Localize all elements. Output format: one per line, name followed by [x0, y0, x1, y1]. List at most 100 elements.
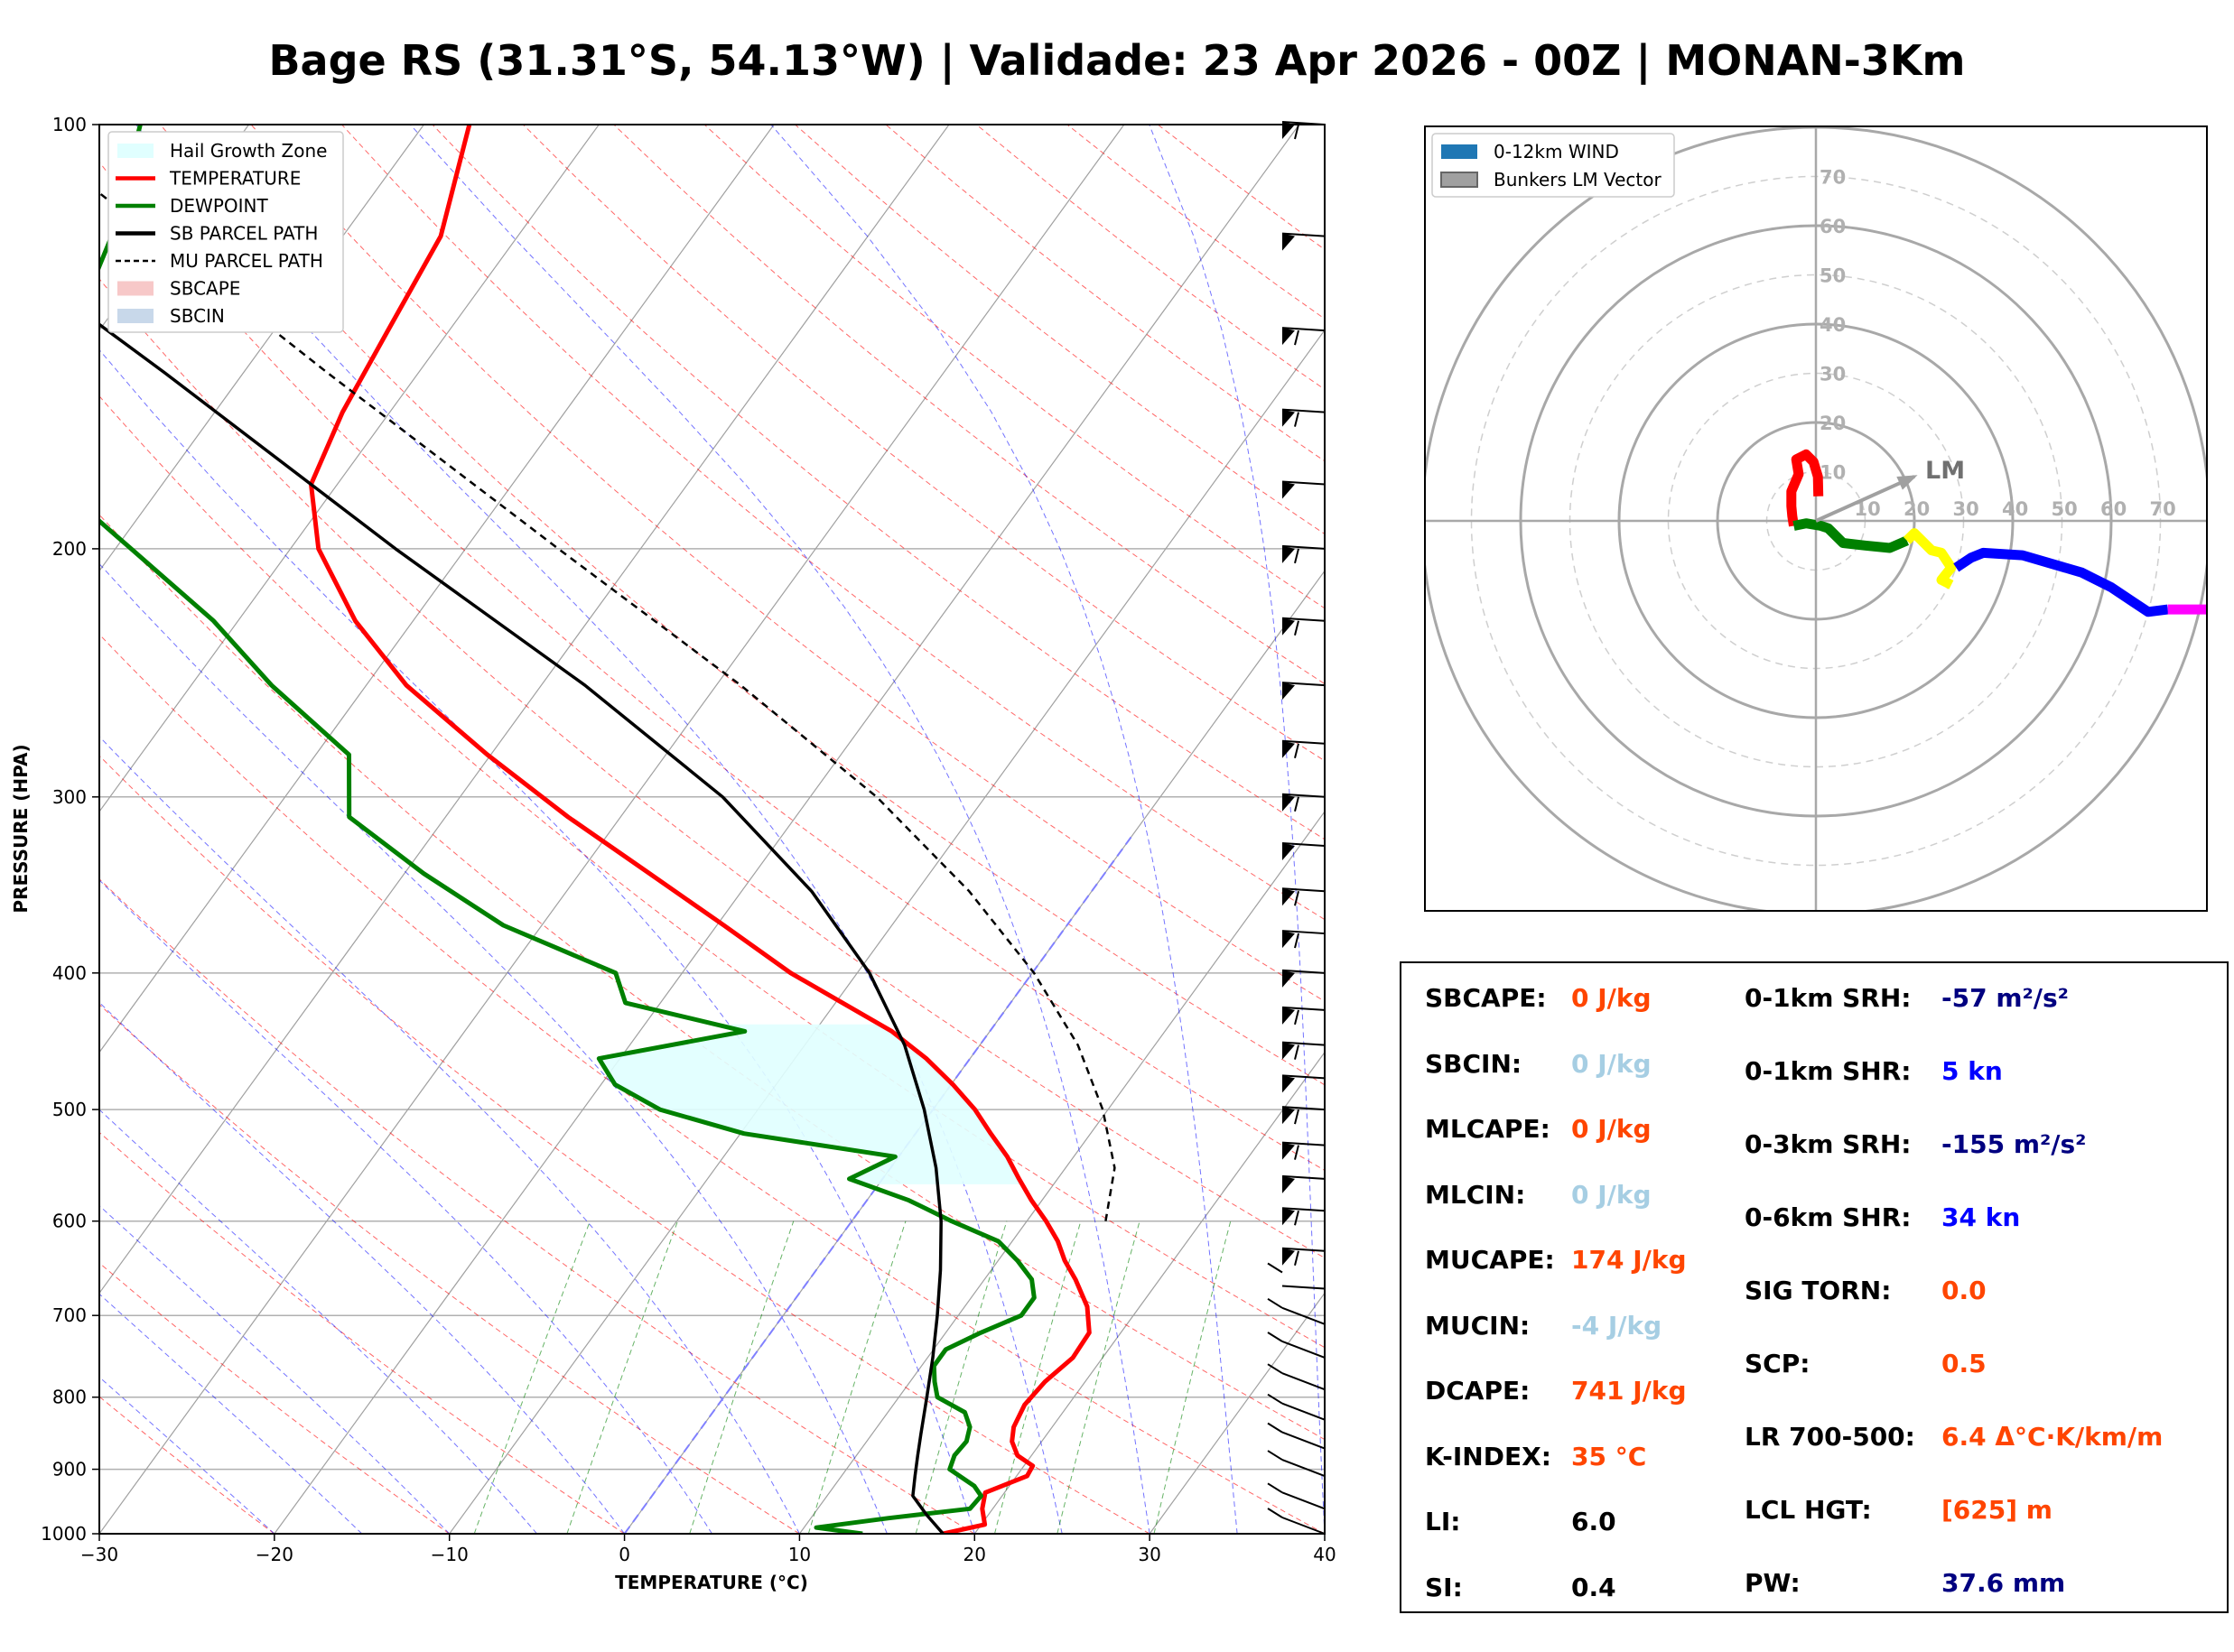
wind-barb: [1267, 1482, 1326, 1510]
skewt-plot-frame: [98, 124, 1326, 1535]
wind-barbs: [1267, 121, 1326, 1535]
moist-adiabat: [99, 1001, 625, 1534]
wind-barb: [1281, 617, 1326, 636]
wind-barb: [1281, 232, 1326, 251]
moist-adiabat: [99, 562, 888, 1534]
dry-adiabat: [795, 125, 1325, 535]
param-value: 174 J/kg: [1571, 1245, 1687, 1275]
hodograph-ring: [1425, 126, 2207, 911]
dry-adiabat: [1157, 125, 1325, 250]
x-tick-label: 30: [1138, 1544, 1160, 1565]
legend-patch: [117, 309, 154, 323]
moist-adiabat: [99, 1376, 275, 1534]
wind-barb: [1267, 1332, 1326, 1359]
param-value: 5 kn: [1941, 1056, 2003, 1086]
hodograph-ring: [1470, 175, 2162, 867]
wind-barb: [1281, 887, 1326, 906]
mixing-ratio-line: [1056, 1220, 1140, 1534]
dry-adiabat: [99, 634, 1325, 1534]
moist-adiabat: [1149, 125, 1325, 1534]
param-label: 0-3km SRH:: [1745, 1129, 1912, 1159]
moist-adiabat: [770, 125, 1238, 1534]
hodograph-segment-3-6km: [1903, 528, 1957, 589]
wind-barb: [1267, 1508, 1326, 1535]
isotherm-line: [99, 125, 950, 1295]
hodograph-segment-6-9km: [1953, 547, 2169, 617]
param-value: 0 J/kg: [1571, 1048, 1652, 1079]
isotherm-line: [99, 125, 775, 1053]
hodograph-segment-1-3km: [1792, 518, 1909, 553]
wind-barb: [1281, 1041, 1326, 1060]
param-label: K-INDEX:: [1425, 1441, 1551, 1471]
param-value: 6.4 Δ°C·K/km/m: [1941, 1422, 2164, 1452]
hodograph-ring-label: 70: [1820, 167, 1846, 189]
moist-adiabat: [409, 125, 1150, 1534]
skewt-legend: Hail Growth Zone TEMPERATURE DEWPOINT SB PA…: [107, 131, 344, 333]
param-label: 0-6km SHR:: [1745, 1202, 1912, 1232]
param-value: 0.4: [1571, 1572, 1616, 1602]
param-label: 0-1km SRH:: [1745, 983, 1912, 1013]
legend-label: MU PARCEL PATH: [170, 250, 323, 272]
parameters-panel: SBCAPE: 0 J/kg SBCIN: 0 J/kg MLCAPE: 0 J/kg ML…: [1400, 961, 2229, 1613]
wind-barb: [1267, 1422, 1326, 1450]
wind-barb: [1267, 1262, 1326, 1290]
wind-barb: [1281, 1141, 1326, 1160]
wind-barb: [1281, 1174, 1326, 1193]
y-tick-label: 600: [52, 1211, 87, 1232]
mixing-ratio-line: [1153, 1220, 1232, 1534]
hodograph-ring: [1765, 470, 1866, 571]
hodograph-legend-label: Bunkers LM Vector: [1494, 169, 1662, 190]
wind-barb: [1281, 842, 1326, 861]
x-tick-label: −20: [256, 1544, 293, 1565]
y-tick-label: 100: [52, 114, 87, 135]
hodograph-legend-label: 0-12km WIND: [1494, 141, 1619, 162]
legend-label: DEWPOINT: [170, 195, 268, 217]
param-label: 0-1km SHR:: [1745, 1056, 1912, 1086]
hail-growth-zone: [600, 1024, 1022, 1184]
isotherm-line: [99, 125, 424, 572]
wind-barb: [1281, 121, 1326, 140]
sb-parcel-line: [99, 322, 945, 1534]
isotherm-line: [99, 125, 600, 813]
wind-barb: [1281, 327, 1326, 346]
page-title: Bage RS (31.31°S, 54.13°W) | Validade: 2…: [268, 36, 1966, 85]
x-tick-label: 0: [619, 1544, 630, 1565]
dry-adiabat: [99, 755, 1150, 1534]
hodograph-ring-label: 70: [2150, 498, 2176, 520]
bunkers-lm-arrowhead: [1896, 475, 1918, 490]
moist-adiabat: [99, 736, 800, 1534]
hodograph-ring-label: 10: [1855, 498, 1881, 520]
hodograph-ring-label: 30: [1953, 498, 1979, 520]
x-tick-label: 10: [788, 1544, 811, 1565]
param-value: -4 J/kg: [1571, 1310, 1662, 1341]
temperature-line: [309, 125, 1092, 1534]
isotherm-line: [274, 125, 1300, 1534]
wind-barb: [1281, 480, 1326, 499]
skewt-series: [99, 125, 1116, 1534]
legend-label: Hail Growth Zone: [170, 140, 327, 162]
hodograph-ring-label: 60: [2100, 498, 2127, 520]
moist-adiabat: [135, 125, 1063, 1534]
hodograph-ring: [1716, 421, 1916, 621]
isotherm-line: [1149, 1292, 1325, 1534]
param-value: -155 m²/s²: [1941, 1129, 2087, 1159]
hodograph-ring-label: 20: [1820, 413, 1846, 434]
mixing-ratio-line: [473, 1220, 591, 1534]
param-label: PW:: [1745, 1568, 1801, 1598]
isotherm-line: [99, 125, 1125, 1534]
legend-patch: [117, 281, 154, 296]
wind-barb: [1281, 1207, 1326, 1226]
param-value: [625] m: [1941, 1495, 2052, 1525]
param-label: DCAPE:: [1425, 1376, 1531, 1406]
param-value: 34 kn: [1941, 1202, 2021, 1232]
x-tick-label: 40: [1313, 1544, 1336, 1565]
dry-adiabat: [522, 125, 1325, 762]
hodograph-legend-box: [1431, 133, 1675, 198]
wind-barb: [1281, 793, 1326, 812]
moist-adiabat: [99, 348, 975, 1534]
wind-barb: [1281, 1247, 1326, 1267]
hodograph-ring-label: 60: [1820, 216, 1846, 237]
param-label: SBCAPE:: [1425, 983, 1547, 1013]
wind-barb: [1281, 408, 1326, 427]
param-value: 0 J/kg: [1571, 1179, 1652, 1210]
